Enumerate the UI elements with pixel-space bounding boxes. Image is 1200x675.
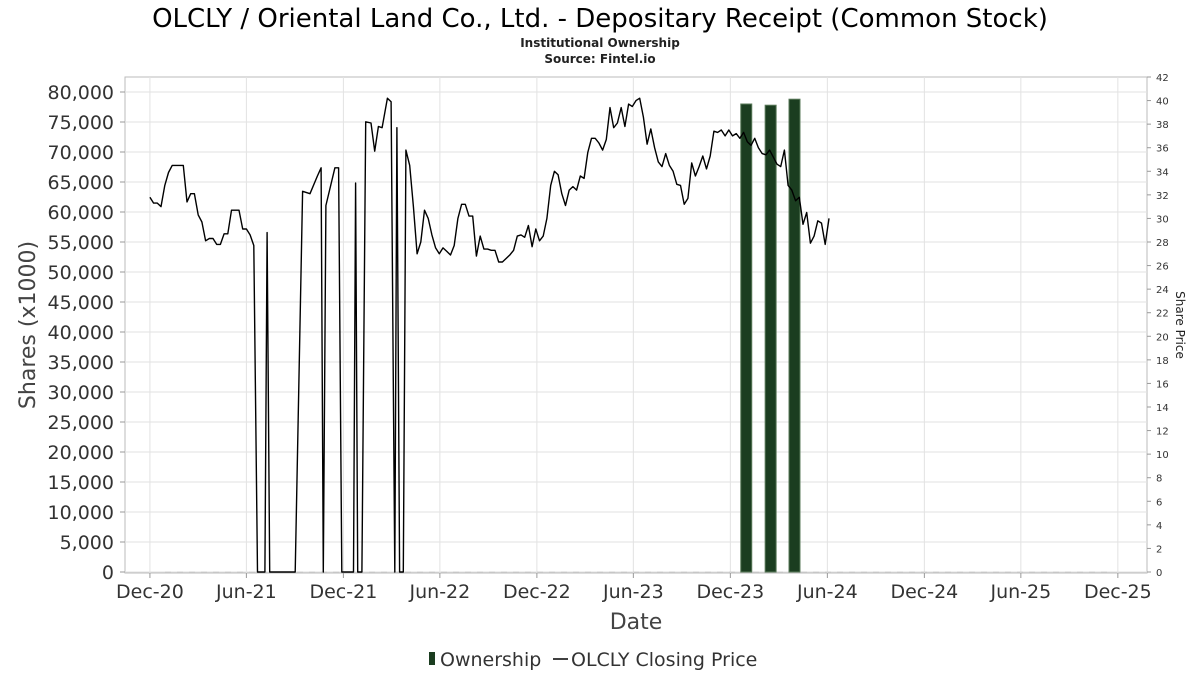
y2-tick-label: 18 [1156, 356, 1169, 367]
ownership-bar [740, 103, 753, 573]
x-tick-label: Dec-23 [696, 581, 764, 603]
y-tick-label: 35,000 [48, 352, 114, 374]
grid-lines [125, 77, 1147, 573]
y2-axis-label: Share Price [1173, 291, 1187, 359]
price-line-layer [149, 97, 830, 573]
y2-tick-label: 34 [1156, 167, 1169, 178]
y2-tick-label: 28 [1156, 238, 1169, 249]
x-tick-label: Jun-25 [989, 581, 1051, 603]
chart-source: Source: Fintel.io [544, 52, 655, 66]
x-tick-label: Jun-24 [796, 581, 858, 603]
ownership-bars [740, 98, 801, 573]
y-tick-label: 60,000 [48, 202, 114, 224]
y2-tick-label: 10 [1156, 450, 1169, 461]
x-axis-label: Date [610, 610, 663, 635]
y-tick-label: 70,000 [48, 142, 114, 164]
y-tick-label: 40,000 [48, 322, 114, 344]
x-tick-label: Dec-22 [503, 581, 571, 603]
y-tick-label: 55,000 [48, 232, 114, 254]
y-tick-label: 30,000 [48, 382, 114, 404]
y-tick-label: 45,000 [48, 292, 114, 314]
y2-tick-label: 42 [1156, 73, 1169, 84]
y-axis-ticks: 0 5,000 10,000 15,000 20,000 25,000 30,000 35,0… [48, 82, 125, 584]
y2-tick-label: 40 [1156, 97, 1169, 108]
x-tick-label: Dec-21 [309, 581, 377, 603]
price-line [149, 97, 830, 573]
y2-tick-label: 8 [1156, 474, 1162, 485]
y2-tick-label: 2 [1156, 544, 1162, 555]
y2-tick-label: 36 [1156, 144, 1169, 155]
y2-tick-label: 6 [1156, 497, 1162, 508]
y-tick-label: 50,000 [48, 262, 114, 284]
y2-tick-label: 16 [1156, 379, 1169, 390]
x-tick-label: Dec-20 [116, 581, 184, 603]
y-tick-label: 65,000 [48, 172, 114, 194]
y-tick-label: 20,000 [48, 442, 114, 464]
y2-tick-label: 30 [1156, 214, 1169, 225]
x-tick-label: Jun-22 [409, 581, 471, 603]
y2-tick-label: 14 [1156, 403, 1169, 414]
y2-tick-label: 22 [1156, 309, 1169, 320]
x-tick-label: Dec-24 [890, 581, 958, 603]
y-tick-label: 15,000 [48, 472, 114, 494]
y2-tick-label: 4 [1156, 521, 1162, 532]
y2-tick-label: 26 [1156, 262, 1169, 273]
y-tick-label: 75,000 [48, 112, 114, 134]
y-tick-label: 5,000 [60, 532, 114, 554]
y-tick-label: 0 [102, 562, 114, 584]
y-tick-label: 80,000 [48, 82, 114, 104]
y-tick-label: 10,000 [48, 502, 114, 524]
legend-label-price: OLCLY Closing Price [571, 649, 757, 671]
x-tick-label: Jun-23 [602, 581, 664, 603]
ownership-bar [788, 98, 801, 573]
y2-tick-label: 0 [1156, 568, 1162, 579]
legend-swatch-ownership [429, 652, 435, 665]
chart-title: OLCLY / Oriental Land Co., Ltd. - Deposi… [152, 4, 1048, 34]
chart-subtitle: Institutional Ownership [520, 36, 680, 50]
x-tick-label: Dec-25 [1084, 581, 1152, 603]
legend: Ownership OLCLY Closing Price [429, 649, 757, 671]
y-tick-label: 25,000 [48, 412, 114, 434]
x-axis-ticks: Dec-20 Jun-21 Dec-21 Jun-22 Dec-22 Jun-23 Dec-… [116, 573, 1152, 603]
x-tick-label: Jun-21 [215, 581, 277, 603]
y2-tick-label: 12 [1156, 427, 1169, 438]
y2-tick-label: 24 [1156, 285, 1169, 296]
legend-label-ownership: Ownership [440, 649, 541, 671]
y-axis-label: Shares (x1000) [16, 241, 41, 409]
ownership-bar [764, 104, 777, 573]
plot-area [124, 76, 1148, 574]
y2-tick-label: 20 [1156, 332, 1169, 343]
y2-tick-label: 38 [1156, 120, 1169, 131]
y2-tick-label: 32 [1156, 191, 1169, 202]
